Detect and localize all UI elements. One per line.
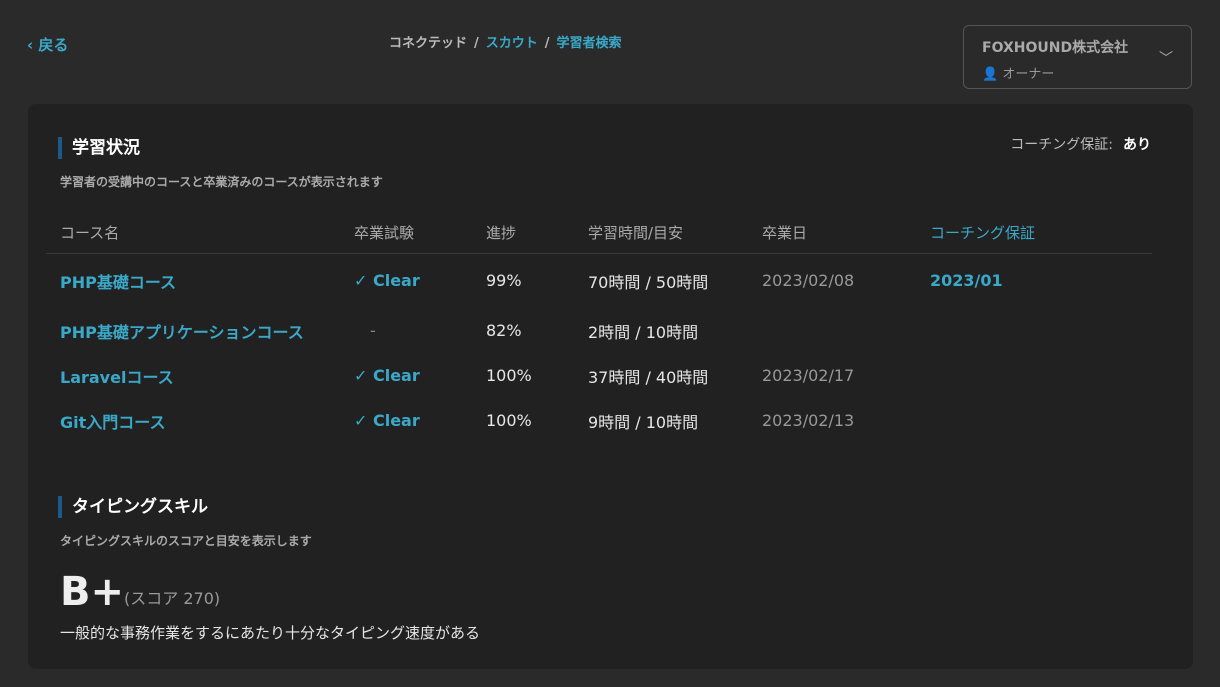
role: オーナー (1002, 67, 1055, 82)
coaching-date (916, 353, 1152, 398)
study-time: 37時間 / 40時間 (588, 367, 709, 387)
course-link[interactable]: Laravelコース (60, 367, 174, 387)
coaching-date (916, 398, 1152, 443)
typing-title: タイピングスキル (58, 496, 208, 518)
course-link[interactable]: Git入門コース (60, 412, 166, 432)
graduation-date: 2023/02/17 (762, 366, 855, 385)
learner-card: 学習状況 学習者の受講中のコースと卒業済みのコースが表示されます コーチング保証… (28, 104, 1193, 669)
course-table: コース名 卒業試験 進捗 学習時間/目安 卒業日 コーチング保証 PHP基礎コー… (46, 212, 1152, 443)
table-row: PHP基礎コース ✓ Clear 99% 70時間 / 50時間 2023/02/08 2… (46, 253, 1152, 308)
breadcrumb: コネクテッド / スカウト / 学習者検索 (389, 36, 622, 51)
course-link[interactable]: PHP基礎アプリケーションコース (60, 322, 304, 342)
breadcrumb-scout[interactable]: スカウト (485, 36, 538, 51)
col-course: コース名 (46, 212, 340, 254)
exam-status: ✓ Clear (354, 366, 420, 385)
chevron-down-icon: ﹀ (1159, 51, 1173, 67)
graduation-date: 2023/02/13 (762, 411, 855, 430)
coaching-guarantee: コーチング保証: あり (1010, 137, 1151, 153)
typing-description: 一般的な事務作業をするにあたり十分なタイピング速度がある (60, 624, 481, 642)
learning-subtitle: 学習者の受講中のコースと卒業済みのコースが表示されます (60, 175, 383, 189)
col-grad: 卒業日 (748, 212, 916, 254)
col-exam: 卒業試験 (340, 212, 472, 254)
exam-status: - (370, 321, 376, 340)
graduation-date: 2023/02/08 (762, 271, 855, 291)
table-row: PHP基礎アプリケーションコース - 82% 2時間 / 10時間 (46, 308, 1152, 353)
typing-grade: B+ (60, 569, 125, 615)
chevron-left-icon: ‹ (27, 36, 39, 54)
progress: 100% (486, 411, 532, 430)
typing-score: (スコア 270) (124, 589, 221, 608)
account-dropdown[interactable]: FOXHOUND株式会社 👤 オーナー ﹀ (963, 25, 1192, 89)
col-time: 学習時間/目安 (574, 212, 748, 254)
breadcrumb-learner-search[interactable]: 学習者検索 (556, 36, 622, 51)
col-progress: 進捗 (472, 212, 574, 254)
col-coaching: コーチング保証 (916, 212, 1152, 254)
exam-status: ✓ Clear (354, 271, 420, 291)
coaching-date (916, 308, 1152, 353)
study-time: 70時間 / 50時間 (588, 272, 709, 292)
coaching-date: 2023/01 (930, 271, 1003, 291)
study-time: 2時間 / 10時間 (588, 322, 699, 342)
table-row: Git入門コース ✓ Clear 100% 9時間 / 10時間 2023/02/13 (46, 398, 1152, 443)
learning-title: 学習状況 (58, 137, 140, 159)
breadcrumb-connected: コネクテッド (389, 36, 468, 51)
progress: 99% (486, 271, 522, 291)
typing-subtitle: タイピングスキルのスコアと目安を表示します (60, 534, 312, 548)
table-row: Laravelコース ✓ Clear 100% 37時間 / 40時間 2023/02/… (46, 353, 1152, 398)
back-link[interactable]: ‹ 戻る (27, 36, 69, 54)
progress: 100% (486, 366, 532, 385)
study-time: 9時間 / 10時間 (588, 412, 699, 432)
company-name: FOXHOUND株式会社 (982, 40, 1129, 56)
graduation-date (748, 308, 916, 353)
user-gear-icon: 👤 (982, 67, 1003, 82)
exam-status: ✓ Clear (354, 411, 420, 430)
progress: 82% (486, 321, 522, 340)
course-link[interactable]: PHP基礎コース (60, 272, 177, 292)
